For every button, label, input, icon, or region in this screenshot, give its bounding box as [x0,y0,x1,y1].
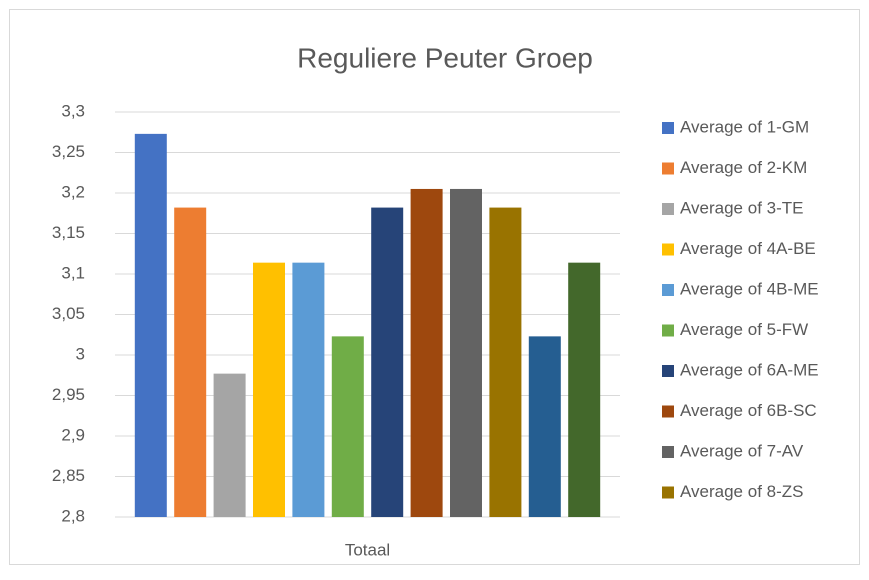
y-tick-label: 3,25 [52,142,85,161]
bar [253,262,285,517]
legend-label: Average of 7-AV [680,441,804,460]
legend-label: Average of 8-ZS [680,482,803,501]
legend-swatch [662,203,674,215]
bar [134,133,167,517]
legend-swatch [662,405,674,418]
y-tick-label: 2,95 [52,385,85,404]
chart-title: Reguliere Peuter Groep [297,42,593,73]
legend-label: Average of 5-FW [680,320,808,339]
bar [292,262,325,517]
legend-label: Average of 4B-ME [680,279,819,298]
bar [331,336,364,517]
y-tick-label: 3,1 [61,263,85,282]
legend-label: Average of 3-TE [680,198,803,217]
bar [489,207,522,517]
legend-label: Average of 6A-ME [680,360,819,379]
bar [450,188,482,517]
y-tick-label: 3,3 [61,101,85,120]
bar [410,188,443,517]
legend-swatch [662,446,674,458]
y-tick-label: 3,15 [52,223,85,242]
y-tick-label: 2,9 [61,425,85,444]
y-tick-label: 2,8 [61,506,85,525]
x-tick-label: Totaal [345,540,390,559]
bar [371,207,404,517]
y-tick-label: 3,05 [52,304,85,323]
legend-swatch [662,284,674,296]
legend-label: Average of 4A-BE [680,239,816,258]
bar [568,262,601,517]
legend-swatch [662,324,674,337]
y-tick-label: 3,2 [61,182,85,201]
legend-swatch [662,243,674,256]
legend-swatch [662,365,674,377]
legend-label: Average of 2-KM [680,158,807,177]
legend-swatch [662,122,674,134]
legend-swatch [662,162,674,175]
y-tick-label: 3 [76,344,85,363]
legend-label: Average of 6B-SC [680,401,817,420]
legend-label: Average of 1-GM [680,117,809,136]
bar [528,336,561,517]
y-tick-label: 2,85 [52,466,85,485]
legend-swatch [662,486,674,499]
bar [174,207,207,517]
bar [213,373,246,517]
